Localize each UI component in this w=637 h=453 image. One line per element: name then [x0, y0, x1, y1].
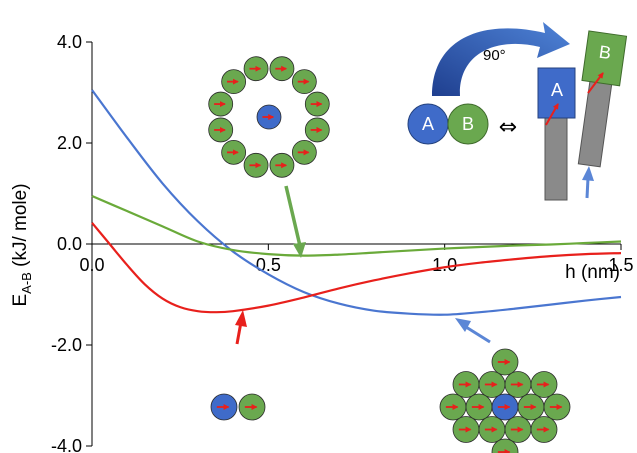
green-bead-icon — [440, 394, 466, 420]
green-bead-icon — [222, 70, 246, 94]
green-bead-icon — [453, 417, 479, 443]
series-group — [92, 90, 621, 315]
x-axis-ticks: 0.0 0.5 1.0 1.5 — [79, 244, 633, 275]
green-bead-icon — [209, 92, 233, 116]
green-bead-icon — [453, 371, 479, 397]
red-pointer-arrowhead — [235, 310, 247, 327]
y-tick-label: -2.0 — [51, 335, 82, 355]
x-tick-label: 0.0 — [79, 255, 104, 275]
green-bead-icon — [466, 394, 492, 420]
blue-upward-arrowhead — [582, 166, 594, 181]
hex-cluster-diagram — [440, 349, 570, 453]
green-bead-icon — [270, 153, 294, 177]
green-bead-icon — [479, 371, 505, 397]
green-bead-icon — [209, 118, 233, 142]
ring-cluster-diagram — [209, 57, 330, 178]
y-tick-label: -4.0 — [51, 436, 82, 453]
green-bead-icon — [292, 140, 316, 164]
blue-bead-icon — [492, 394, 518, 420]
green-bead-icon — [222, 140, 246, 164]
y-tick-label: 4.0 — [57, 32, 82, 52]
y-axis-title: EA-B (kJ/ mole) — [10, 183, 34, 306]
series-line-1 — [92, 196, 621, 256]
x-tick-label: 0.5 — [256, 255, 281, 275]
green-bead-icon — [518, 394, 544, 420]
green-bead-icon — [505, 417, 531, 443]
y-axis-title-unit: (kJ/ mole) — [10, 183, 31, 272]
series-line-0 — [92, 90, 621, 315]
y-tick-label: 0.0 — [57, 234, 82, 254]
green-bead-icon — [244, 153, 268, 177]
green-bead-icon — [492, 349, 518, 375]
green-bead-icon — [531, 417, 557, 443]
green-bead-icon — [305, 92, 329, 116]
series-line-2 — [92, 223, 621, 312]
rod-b — [578, 79, 612, 167]
rotation-angle-label: 90° — [483, 47, 506, 64]
green-bead-icon — [531, 371, 557, 397]
bead-b-label: B — [462, 114, 474, 134]
green-bead-icon — [505, 371, 531, 397]
green-bead-icon — [479, 417, 505, 443]
green-bead-icon — [544, 394, 570, 420]
green-bead-icon — [292, 70, 316, 94]
green-bead-icon — [244, 57, 268, 81]
blue-bead-icon — [211, 394, 237, 420]
bead-a-label: A — [422, 114, 434, 134]
y-tick-label: 2.0 — [57, 133, 82, 153]
y-axis-title-main: E — [10, 294, 31, 307]
green-pointer-arrow — [286, 186, 300, 246]
green-bead-icon — [270, 57, 294, 81]
y-axis-title-subscript: A-B — [19, 272, 34, 294]
rod-a — [545, 112, 567, 200]
green-bead-icon — [305, 118, 329, 142]
rotation-inset: 90° A B ⇔ A B — [408, 22, 627, 200]
blue-pointer-arrow — [466, 327, 490, 342]
y-axis-ticks: 4.0 2.0 0.0 -2.0 -4.0 — [51, 32, 92, 453]
bead-pair-diagram — [211, 394, 265, 420]
equivalence-symbol: ⇔ — [499, 115, 517, 140]
green-bead-icon — [239, 394, 265, 420]
x-axis-title: h (nm) — [565, 262, 620, 283]
blue-bead-icon — [257, 105, 281, 129]
blue-upward-arrow — [587, 178, 588, 198]
rod-a-label: A — [551, 80, 563, 100]
